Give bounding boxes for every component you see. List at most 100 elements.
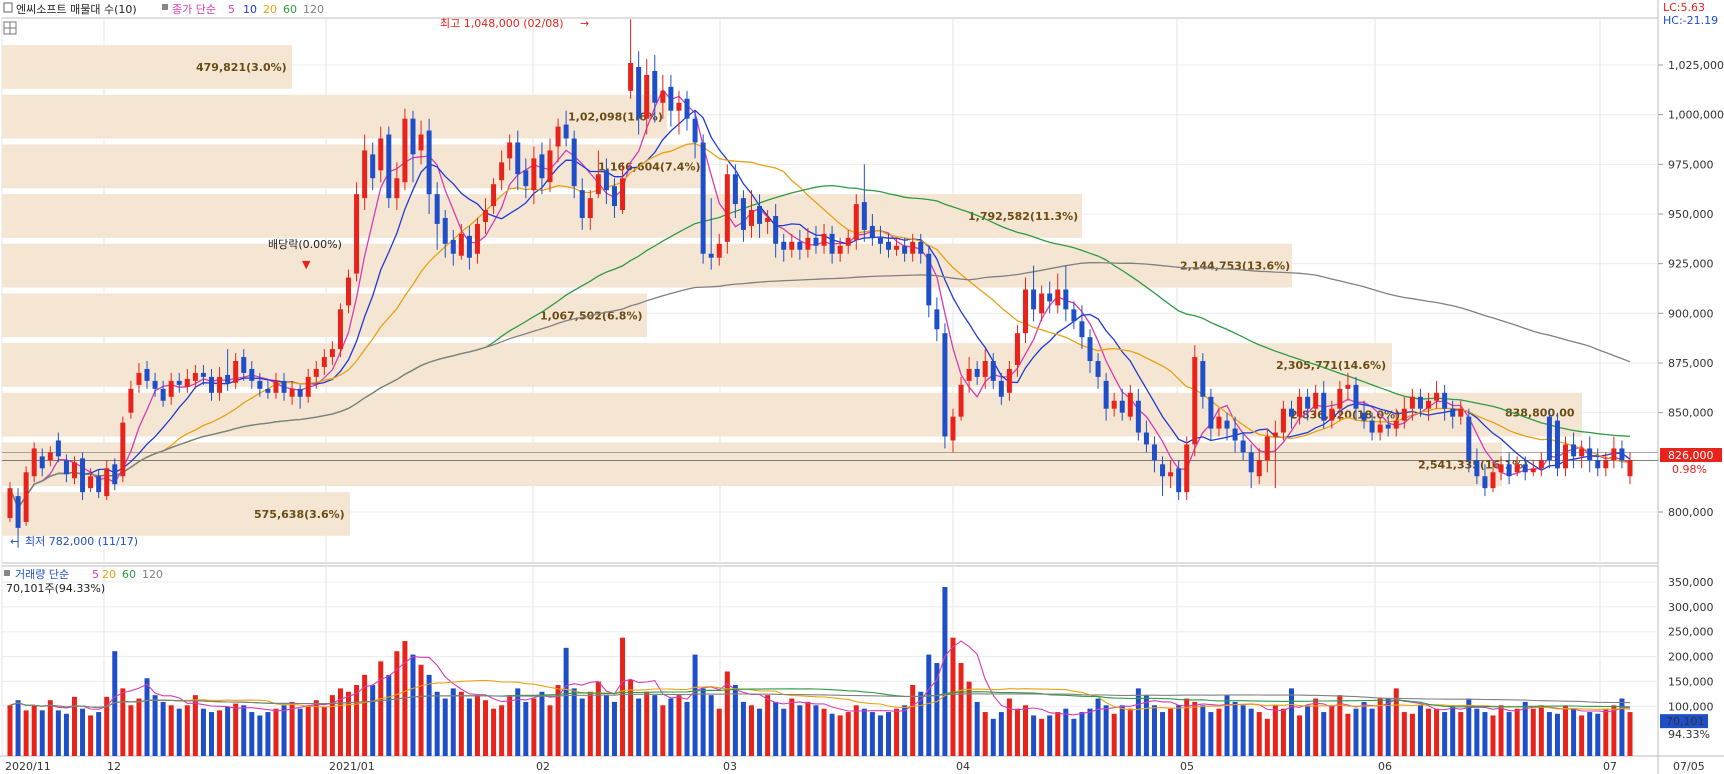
candle-body [169, 381, 174, 397]
candle-body [1458, 409, 1463, 417]
candle-body [797, 242, 802, 250]
candle-body [112, 464, 117, 484]
candle-body [588, 198, 593, 218]
volume-bar [604, 695, 609, 756]
volume-bar [515, 688, 520, 756]
volume-bar [1023, 705, 1028, 756]
candle-body [1208, 397, 1213, 429]
volume-bar [32, 705, 37, 756]
price-tick-label: 925,000 [1668, 258, 1714, 271]
candle-body [1144, 433, 1149, 445]
volume-bar [370, 685, 375, 756]
volume-bar [1208, 712, 1213, 756]
volume-bar [1176, 705, 1181, 756]
candle-body [1531, 468, 1536, 472]
candle-body [128, 389, 133, 413]
candle-body [177, 381, 182, 385]
volume-bar [193, 695, 198, 756]
date-label: 06 [1378, 760, 1392, 773]
volume-bar [1370, 709, 1375, 756]
volume-bar [862, 709, 867, 756]
candle-body [419, 135, 424, 151]
volume-bar [394, 651, 399, 756]
candle-body [1249, 452, 1254, 472]
candle-body [1007, 369, 1012, 393]
candle-body [1418, 397, 1423, 409]
volume-bar [314, 700, 319, 756]
candle-body [886, 242, 891, 250]
candle-body [362, 150, 367, 198]
volume-bar [1112, 714, 1117, 756]
volume-bar [1257, 712, 1262, 756]
volume-bar [1474, 709, 1479, 756]
volume-bar [1144, 695, 1149, 756]
volume-bar [1200, 705, 1205, 756]
candle-body [862, 202, 867, 230]
volume-bar [580, 699, 585, 756]
candle-body [1136, 401, 1141, 433]
volume-bar [217, 710, 222, 756]
candle-body [282, 381, 287, 393]
candle-body [153, 381, 158, 389]
volume-profile-label: 575,638(3.6%) [254, 508, 345, 521]
volume-bar [136, 699, 141, 756]
candle-body [1096, 361, 1101, 377]
legend-ma5: 5 [228, 3, 235, 16]
candle-body [435, 194, 440, 224]
volume-bar [1152, 705, 1157, 756]
date-label: 04 [956, 760, 970, 773]
candle-body [483, 210, 488, 222]
date-label: 07 [1603, 760, 1617, 773]
candle-body [1071, 309, 1076, 321]
volume-bar [153, 695, 158, 756]
high-arrow-icon: → [580, 17, 589, 30]
candle-body [306, 377, 311, 397]
candle-body [459, 234, 464, 256]
volume-bar [959, 663, 964, 756]
candle-body [765, 218, 770, 222]
volume-bar [942, 587, 947, 756]
volume-bar [161, 702, 166, 756]
candle-body [225, 375, 230, 383]
candle-body [1579, 448, 1584, 456]
candle-body [1402, 409, 1407, 421]
low-annotation: 최저 782,000 (11/17) [25, 535, 138, 548]
vol-legend-ma60: 60 [122, 568, 136, 581]
candle-body [693, 119, 698, 143]
volume-current-pct: 94.33% [1668, 728, 1710, 741]
volume-bar [1249, 709, 1254, 756]
candle-body [88, 476, 93, 488]
volume-bar [1313, 699, 1318, 756]
volume-bar [298, 709, 303, 756]
candle-body [781, 242, 786, 250]
volume-bar [1096, 699, 1101, 756]
volume-bar [467, 699, 472, 756]
candle-body [354, 194, 359, 273]
candle-body [257, 381, 262, 389]
volume-bar [789, 699, 794, 756]
candle-body [1378, 425, 1383, 433]
candle-body [967, 369, 972, 381]
candle-body [233, 361, 238, 383]
volume-bar [620, 638, 625, 756]
candle-body [644, 75, 649, 119]
candle-body [685, 99, 690, 119]
volume-bar [1458, 712, 1463, 756]
candle-body [1595, 460, 1600, 468]
volume-tick-label: 300,000 [1668, 601, 1714, 614]
candle-body [145, 369, 150, 381]
volume-bar [233, 704, 238, 756]
volume-bar [765, 695, 770, 756]
candle-body [894, 246, 899, 250]
candle-body [249, 369, 254, 381]
candle-body [1281, 409, 1286, 433]
price-tick-label: 850,000 [1668, 407, 1714, 420]
candle-body [1104, 381, 1109, 409]
price-tick-label: 1,025,000 [1668, 59, 1724, 72]
candle-body [1515, 464, 1520, 472]
candle-body [1160, 464, 1165, 476]
volume-bar [1015, 709, 1020, 756]
legend-ma20: 20 [263, 3, 277, 16]
candle-body [918, 242, 923, 254]
